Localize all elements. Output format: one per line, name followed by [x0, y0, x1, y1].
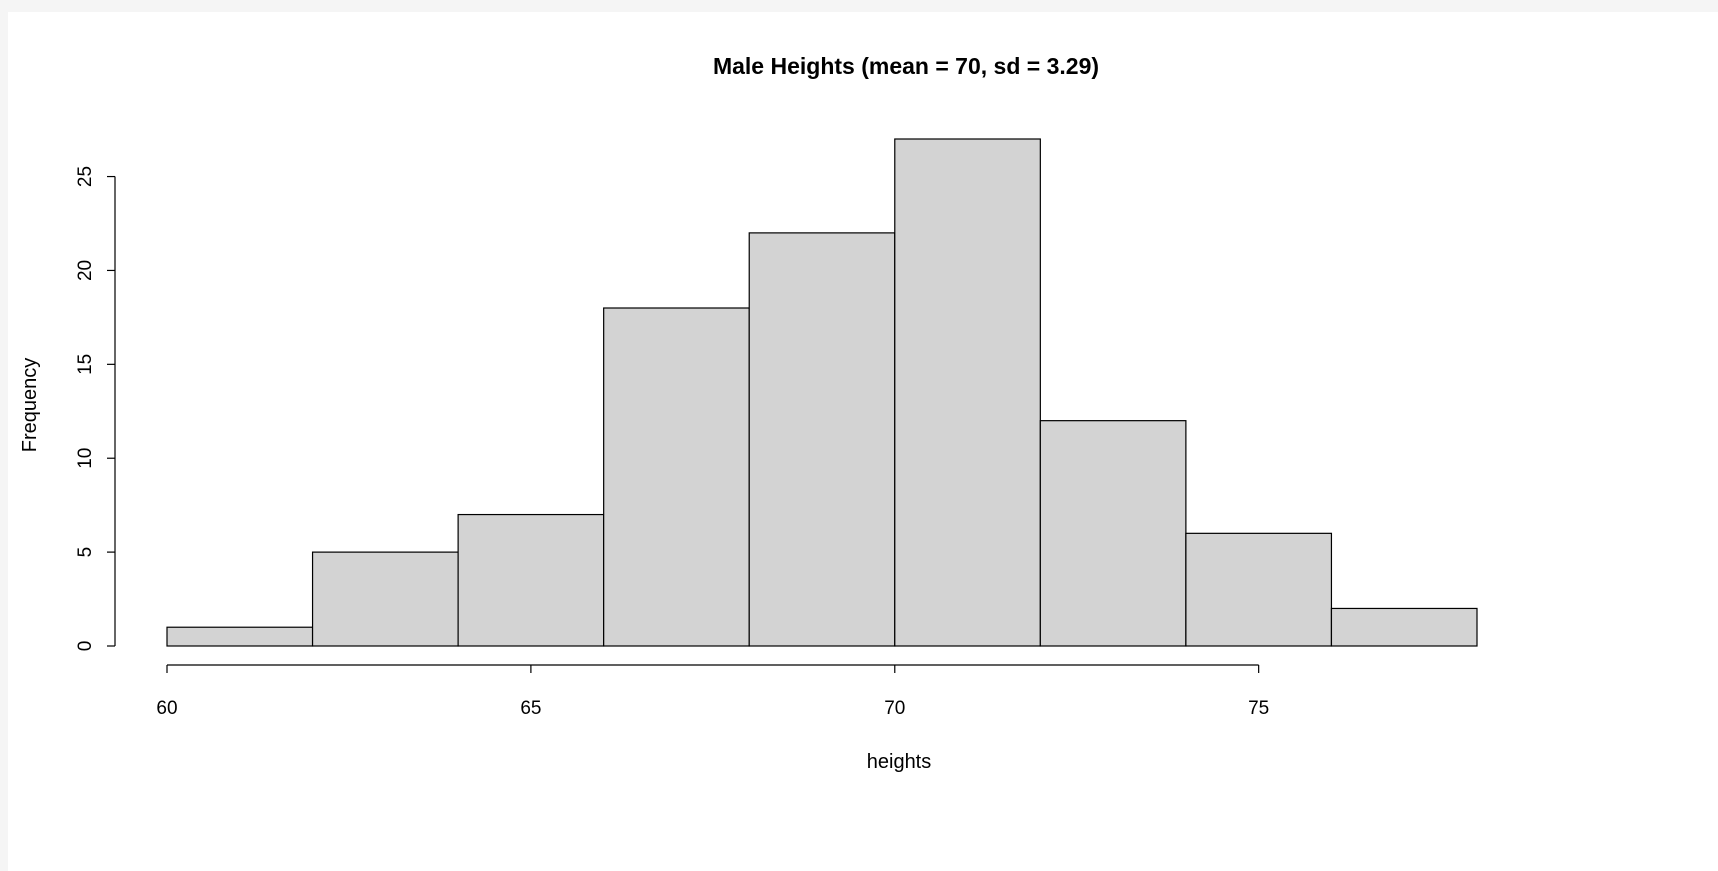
bars-group — [166, 138, 1478, 647]
histogram-bar — [603, 307, 750, 647]
y-tick-label: 0 — [75, 641, 96, 652]
y-tick-label: 5 — [75, 547, 96, 558]
histogram-chart: Male Heights (mean = 70, sd = 3.29) 0 5 10… — [19, 53, 1478, 773]
histogram-bar — [748, 232, 896, 647]
chart-title: Male Heights (mean = 70, sd = 3.29) — [713, 53, 1099, 79]
y-tick-label: 15 — [75, 354, 96, 375]
x-tick-label: 65 — [520, 698, 541, 719]
y-tick-label: 20 — [75, 260, 96, 281]
x-tick-label: 60 — [156, 698, 177, 719]
histogram-bar — [1039, 420, 1187, 647]
y-axis: 0 5 10 15 20 25 — [75, 166, 116, 652]
x-tick-label: 70 — [884, 698, 905, 719]
histogram-bar — [1185, 532, 1333, 647]
histogram-bar — [894, 138, 1041, 647]
x-axis-label: heights — [867, 751, 932, 773]
histogram-bar — [457, 513, 605, 647]
histogram-bar — [166, 626, 314, 647]
chart-frame: Male Heights (mean = 70, sd = 3.29) 0 5 10… — [8, 12, 1718, 871]
histogram-bar — [311, 551, 459, 647]
x-tick-label: 75 — [1248, 698, 1269, 719]
x-axis: 60 65 70 75 — [156, 664, 1269, 719]
y-tick-label: 25 — [75, 166, 96, 187]
y-tick-label: 10 — [75, 448, 96, 469]
y-axis-label: Frequency — [19, 358, 41, 453]
histogram-bar — [1330, 607, 1478, 647]
